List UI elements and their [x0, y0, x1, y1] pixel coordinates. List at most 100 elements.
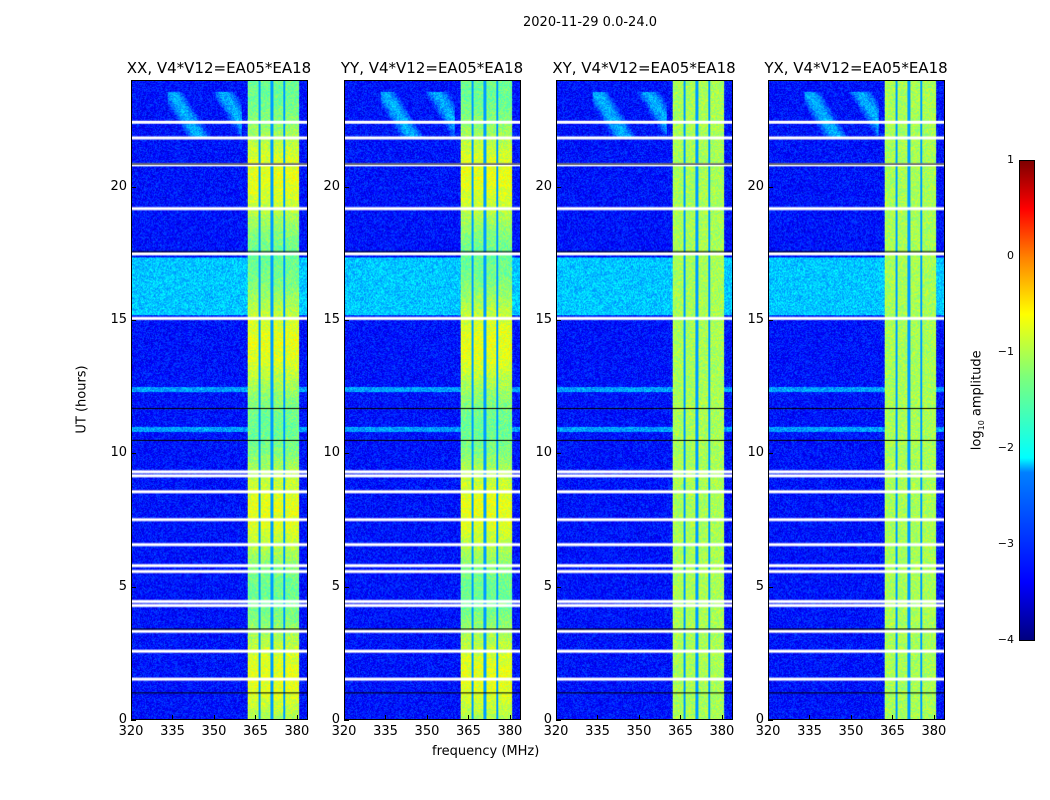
y-tick: [131, 720, 136, 721]
y-tick-label: 5: [118, 578, 127, 594]
heatmap-panel: [556, 80, 733, 720]
x-tick: [809, 715, 811, 720]
x-tick-label: 365: [880, 724, 905, 739]
y-tick: [131, 320, 136, 321]
y-tick-label: 0: [331, 712, 340, 727]
x-tick: [468, 715, 470, 720]
x-tick: [255, 715, 257, 720]
x-tick-label: 335: [373, 724, 398, 739]
y-tick-label: 20: [110, 178, 127, 194]
y-tick: [556, 720, 561, 721]
x-tick-label: 320: [118, 724, 144, 739]
x-tick: [597, 715, 599, 720]
x-axis-label: frequency (MHz): [432, 744, 540, 759]
y-tick-label: 15: [747, 312, 764, 327]
y-tick-label: 15: [110, 312, 127, 327]
colorbar-tick-label: −4: [997, 633, 1014, 646]
x-tick-label: 335: [160, 724, 185, 739]
colorbar-tick-label: −2: [997, 441, 1014, 454]
x-tick-label: 380: [284, 724, 310, 739]
x-tick-label: 320: [543, 724, 569, 739]
heatmap-panel: [344, 80, 521, 720]
x-tick-label: 380: [497, 724, 523, 739]
x-tick-label: 350: [838, 724, 864, 739]
colorbar-tick-label: 1: [1007, 153, 1014, 166]
y-tick-label: 15: [535, 312, 552, 327]
x-tick-label: 380: [921, 724, 947, 739]
panel-title: YX, V4*V12=EA05*EA18: [764, 59, 948, 77]
x-tick: [768, 715, 769, 720]
y-tick-label: 10: [535, 445, 552, 461]
y-tick-label: 20: [323, 178, 340, 194]
y-tick-label: 5: [543, 578, 552, 594]
y-tick: [131, 453, 136, 455]
heatmap-canvas: [132, 81, 307, 719]
x-tick: [721, 715, 723, 720]
x-tick: [638, 715, 640, 720]
y-tick: [131, 586, 136, 588]
panel-title: XX, V4*V12=EA05*EA18: [126, 59, 312, 77]
x-tick: [213, 715, 215, 720]
x-tick-label: 365: [668, 724, 693, 739]
y-tick-label: 5: [331, 578, 340, 594]
y-axis-label: UT (hours): [74, 365, 90, 434]
panel-title: XY, V4*V12=EA05*EA18: [552, 59, 736, 77]
y-tick-label: 0: [118, 712, 127, 727]
colorbar-tick-label: 0: [1007, 249, 1014, 262]
y-tick-label: 15: [323, 312, 340, 327]
heatmap-canvas: [557, 81, 732, 719]
y-tick: [344, 720, 349, 721]
y-tick-label: 20: [535, 178, 552, 194]
y-tick: [344, 586, 349, 588]
y-tick-label: 0: [755, 712, 764, 727]
y-tick: [768, 186, 773, 188]
x-tick-label: 365: [243, 724, 268, 739]
y-tick: [556, 586, 561, 588]
x-tick: [385, 715, 387, 720]
y-tick: [344, 186, 349, 188]
y-tick-label: 10: [747, 445, 764, 461]
heatmap-canvas: [769, 81, 944, 719]
x-tick: [172, 715, 174, 720]
y-tick: [556, 186, 561, 188]
heatmap-panel: [131, 80, 308, 720]
y-tick: [768, 453, 773, 455]
x-tick-label: 380: [709, 724, 735, 739]
y-tick-label: 10: [110, 445, 127, 461]
y-tick-label: 0: [543, 712, 552, 727]
y-tick-label: 10: [323, 445, 340, 461]
x-tick-label: 335: [585, 724, 610, 739]
y-tick: [768, 720, 773, 721]
y-tick: [556, 320, 561, 321]
x-tick: [509, 715, 511, 720]
colorbar-label: log10 amplitude: [969, 350, 987, 451]
x-tick-label: 350: [414, 724, 440, 739]
y-tick: [556, 453, 561, 455]
x-tick: [344, 715, 345, 720]
x-tick-label: 365: [456, 724, 481, 739]
y-tick: [768, 586, 773, 588]
x-tick-label: 335: [797, 724, 822, 739]
panel-title: YY, V4*V12=EA05*EA18: [340, 59, 524, 77]
colorbar: [1019, 160, 1035, 641]
heatmap-canvas: [345, 81, 520, 719]
y-tick: [344, 320, 349, 321]
x-tick-label: 320: [331, 724, 357, 739]
x-tick: [131, 715, 132, 720]
x-tick: [850, 715, 852, 720]
x-tick: [296, 715, 298, 720]
colorbar-tick-label: −1: [997, 345, 1014, 358]
y-tick-label: 5: [755, 578, 764, 594]
x-tick: [933, 715, 935, 720]
x-tick-label: 320: [755, 724, 781, 739]
y-tick: [768, 320, 773, 321]
y-tick-label: 20: [747, 178, 764, 194]
y-tick: [344, 453, 349, 455]
x-tick: [892, 715, 894, 720]
y-tick: [131, 186, 136, 188]
x-tick-label: 350: [626, 724, 652, 739]
x-tick: [556, 715, 557, 720]
colorbar-tick-label: −3: [997, 537, 1014, 550]
x-tick-label: 350: [201, 724, 227, 739]
